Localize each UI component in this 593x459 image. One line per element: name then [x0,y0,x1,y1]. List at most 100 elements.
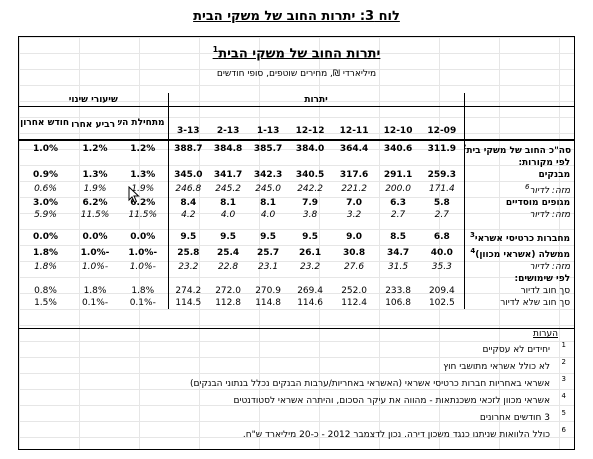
table-cell[interactable] [208,221,248,229]
table-cell[interactable]: 245.0 [255,184,281,194]
table-cell[interactable]: 272.0 [215,286,241,296]
table-cell[interactable]: 23.2 [300,262,321,272]
table-cell[interactable]: 34.7 [386,248,410,258]
table-cell[interactable] [288,221,332,229]
table-cell[interactable]: 388.7 [167,140,209,157]
table-cell[interactable] [332,157,376,169]
table-cell[interactable] [19,157,72,169]
table-cell[interactable] [118,157,168,169]
table-cell[interactable]: 385.7 [253,144,283,154]
table-cell[interactable]: 26.1 [298,248,322,258]
table-cell[interactable]: 112.4 [341,298,367,308]
table-cell[interactable]: 7.9 [302,198,319,208]
table-cell[interactable]: 114.6 [297,298,323,308]
table-cell[interactable]: 1.2% [130,144,156,154]
table-cell[interactable] [332,221,376,229]
table-cell[interactable]: 171.4 [428,184,455,194]
table-cell[interactable]: 345.0 [167,169,209,181]
table-cell[interactable]: 23.1 [258,262,279,272]
table-cell[interactable]: 0.6% [34,184,57,194]
table-cell[interactable]: 341.7 [213,170,243,180]
table-cell[interactable]: 4.0 [260,210,276,220]
table-cell[interactable]: 106.8 [385,298,411,308]
table-cell[interactable]: 3.2 [346,210,362,220]
table-cell[interactable]: 31.5 [388,262,409,272]
table-cell[interactable]: 233.8 [385,286,411,296]
table-cell[interactable]: 364.4 [339,144,369,154]
table-cell[interactable]: 1.5% [34,298,57,308]
table-cell[interactable] [72,157,118,169]
table-cell[interactable]: 274.2 [167,285,209,297]
table-cell[interactable]: 1.3% [82,170,108,180]
table-cell[interactable]: 102.5 [428,298,455,308]
table-cell[interactable]: 1.3% [130,170,156,180]
table-cell[interactable]: 11.5% [128,210,158,220]
table-cell[interactable] [167,273,209,285]
table-cell[interactable] [248,221,288,229]
table-cell[interactable] [72,221,118,229]
table-cell[interactable] [208,157,248,169]
table-cell[interactable]: 1.9% [83,184,107,194]
table-cell[interactable]: 2.7 [434,210,449,220]
table-cell[interactable]: 4.0 [220,210,236,220]
table-cell[interactable] [248,157,288,169]
table-cell[interactable]: 1.8% [131,286,155,296]
table-cell[interactable]: 242.2 [297,184,323,194]
table-cell[interactable]: 27.6 [344,262,365,272]
table-cell[interactable] [420,273,464,285]
table-cell[interactable]: 9.5 [260,232,277,242]
table-cell[interactable]: 2.7 [390,210,406,220]
table-cell[interactable]: 270.9 [255,286,281,296]
table-cell[interactable]: 11.5% [80,210,110,220]
table-cell[interactable]: 200.0 [385,184,411,194]
table-cell[interactable]: -1.0% [128,248,158,258]
table-cell[interactable]: 9.5 [167,229,209,245]
table-cell[interactable]: 0.0% [33,232,58,242]
table-cell[interactable]: 30.8 [342,248,366,258]
table-cell[interactable]: 291.1 [383,170,413,180]
table-cell[interactable]: 340.6 [383,144,413,154]
table-cell[interactable] [19,221,72,229]
table-cell[interactable]: 3.0% [33,198,58,208]
table-cell[interactable]: 9.0 [346,232,363,242]
table-cell[interactable] [376,221,420,229]
table-cell[interactable] [332,273,376,285]
table-cell[interactable] [248,273,288,285]
table-cell[interactable]: 311.9 [427,144,457,154]
table-cell[interactable] [72,273,118,285]
table-cell[interactable] [208,273,248,285]
table-cell[interactable]: 342.3 [253,170,283,180]
table-cell[interactable]: 35.3 [431,262,452,272]
table-cell[interactable]: 112.8 [215,298,241,308]
table-cell[interactable]: 245.2 [215,184,241,194]
table-cell[interactable]: 8.5 [390,232,407,242]
table-cell[interactable]: 221.2 [341,184,367,194]
table-cell[interactable]: 0.0% [130,232,156,242]
table-cell[interactable]: 1.2% [82,144,108,154]
table-cell[interactable]: 317.6 [339,170,369,180]
table-cell[interactable]: 9.5 [302,232,319,242]
table-cell[interactable]: 8.1 [260,198,277,208]
table-cell[interactable] [167,157,209,169]
table-cell[interactable]: -0.1% [81,298,109,308]
table-cell[interactable]: 6.2% [82,198,108,208]
table-cell[interactable] [288,157,332,169]
table-cell[interactable]: 1.8% [34,262,57,272]
table-cell[interactable]: 114.8 [255,298,281,308]
table-cell[interactable]: 25.8 [167,245,209,261]
table-cell[interactable] [376,273,420,285]
table-cell[interactable]: 259.3 [427,170,457,180]
table-cell[interactable]: -1.0% [129,262,156,272]
table-cell[interactable]: 246.8 [167,181,209,197]
table-cell[interactable]: 23.2 [167,261,209,273]
table-cell[interactable]: 340.5 [295,170,325,180]
table-cell[interactable]: 1.8% [33,248,58,258]
table-cell[interactable]: 8.4 [167,197,209,209]
table-cell[interactable]: 40.0 [430,248,453,258]
table-cell[interactable]: 114.5 [167,297,209,309]
table-cell[interactable]: -1.0% [81,262,109,272]
table-cell[interactable]: 25.7 [256,248,280,258]
table-cell[interactable] [420,157,464,169]
table-cell[interactable]: -1.0% [80,248,110,258]
table-cell[interactable]: 252.0 [341,286,367,296]
